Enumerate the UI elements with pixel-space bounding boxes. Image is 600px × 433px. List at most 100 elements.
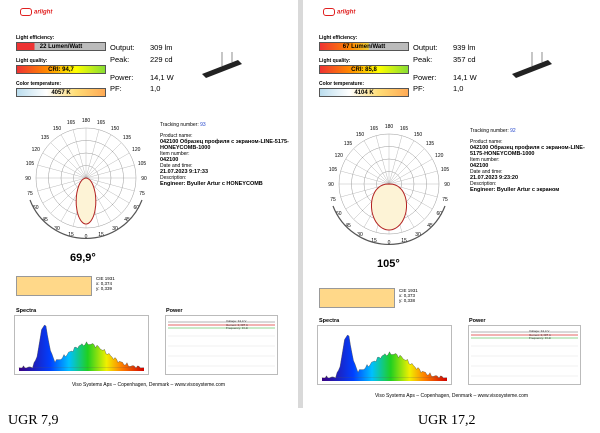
brand-logo: arlight: [323, 8, 355, 16]
efficiency-bar: 22 Lumen/Watt: [16, 42, 106, 51]
polar-spoke: [388, 140, 415, 185]
product-label: Product name:: [160, 133, 193, 139]
item-label: Item number:: [470, 157, 500, 163]
polar-spoke: [42, 177, 87, 204]
tracking-row: Tracking number: 93: [160, 122, 206, 128]
polar-spoke: [85, 134, 112, 179]
description-value: Engineer: Byuller Artur с экраном: [470, 187, 560, 193]
polar-tick-label: 45: [124, 217, 130, 223]
polar-spoke: [375, 135, 390, 185]
cie-color-swatch: [319, 288, 395, 308]
cri-bar: CRI: 94,7: [16, 65, 106, 74]
cie-color-swatch: [16, 276, 92, 296]
polar-tick-label: 75: [139, 191, 145, 197]
polar-spoke: [72, 129, 87, 179]
polar-spoke: [388, 170, 438, 185]
item-value: 042100: [160, 157, 179, 163]
product-value: 042100 Образец профиля с экраном-LINE-51…: [160, 139, 289, 151]
polar-tick-label: 120: [335, 153, 344, 159]
polar-spoke: [85, 177, 135, 192]
polar-tick-label: 105: [441, 167, 450, 173]
polar-tick-label: 135: [123, 135, 132, 141]
polar-spoke: [363, 140, 390, 185]
caption-right: UGR 17,2: [418, 413, 476, 428]
polar-tick-label: 60: [133, 205, 139, 211]
report-meta: Tracking number: 92 Product name: 042100…: [470, 128, 598, 193]
spectra-chart: [321, 334, 448, 381]
pf-row: PF: 1,0: [110, 84, 161, 93]
report-meta: Tracking number: 93 Product name: 042100…: [160, 122, 292, 187]
spectra-title: Spectra: [319, 318, 340, 324]
brand-logo: arlight: [20, 8, 52, 16]
description-value: Engineer: Byuller Artur с HONEYCOMB: [160, 181, 263, 187]
polar-tick-label: 60: [33, 205, 39, 211]
polar-tick-label: 90: [328, 182, 334, 188]
polar-tick-label: 180: [82, 118, 91, 124]
polar-tick-label: 30: [54, 226, 60, 232]
spectrum-area: [18, 324, 145, 369]
item-label: Item number:: [160, 151, 190, 157]
light-distribution-curve: [75, 177, 97, 225]
polar-spoke: [37, 177, 87, 192]
polar-tick-label: 180: [385, 124, 394, 130]
polar-tick-label: 75: [330, 197, 336, 203]
polar-tick-label: 120: [435, 153, 444, 159]
description-label: Description:: [160, 175, 187, 181]
beam-angle: 69,9°: [70, 252, 96, 264]
polar-tick-label: 165: [370, 126, 379, 132]
polar-tick-label: 150: [53, 126, 62, 132]
polar-tick-label: 165: [400, 126, 409, 132]
light-efficiency-label: Light efficiency:: [16, 35, 55, 41]
polar-tick-label: 30: [112, 226, 118, 232]
cie-coordinates: CIE 1931 x: 0,374 y: 0,339: [96, 276, 115, 291]
polar-tick-label: 90: [25, 176, 31, 182]
product-value: 042100 Образец профиля с экраном-LINE-51…: [470, 145, 585, 157]
spectrum-area: [321, 334, 448, 379]
color-temperature-label: Color temperature:: [319, 81, 365, 87]
polar-tick-label: 60: [336, 211, 342, 217]
caption-strip: [0, 408, 600, 433]
efficiency-bar: 67 Lumen/Watt: [319, 42, 409, 51]
polar-tick-label: 105: [26, 161, 35, 167]
polar-tick-label: 150: [414, 132, 423, 138]
light-quality-label: Light quality:: [16, 58, 48, 64]
output-row: Output: 939 lm: [413, 43, 476, 52]
polar-spoke: [37, 164, 87, 179]
datetime-value: 21.07.2023 9:17:33: [160, 169, 209, 175]
polar-spoke: [42, 152, 87, 179]
light-efficiency-label: Light efficiency:: [319, 35, 358, 41]
polar-spoke: [85, 164, 135, 179]
light-distribution-curve: [371, 183, 407, 231]
polar-spoke: [340, 170, 390, 185]
polar-tick-label: 30: [415, 232, 421, 238]
logo-mark-icon: [323, 8, 335, 16]
polar-spoke: [353, 148, 390, 185]
polar-spoke: [85, 152, 130, 179]
polar-tick-label: 75: [27, 191, 33, 197]
light-quality-label: Light quality:: [319, 58, 351, 64]
power-panel: Voltage: 34,4 V Current: 0,407 A Frequen…: [165, 315, 278, 375]
polar-spoke: [388, 135, 403, 185]
luminaire-icon: [512, 52, 552, 78]
report-footer: Viso Systems Aps – Copenhagen, Denmark –…: [71, 382, 226, 388]
report-sheet-right: arlight Light efficiency: 67 Lumen/Watt …: [303, 0, 600, 408]
polar-tick-label: 135: [344, 141, 353, 147]
power-chart: [471, 331, 578, 377]
color-temperature-label: Color temperature:: [16, 81, 62, 87]
datetime-label: Date and time:: [160, 163, 193, 169]
polar-tick-label: 15: [401, 238, 407, 244]
power-legend: Voltage: 34,4 V Current: 0,407 A Frequen…: [529, 329, 552, 340]
polar-tick-label: 15: [98, 232, 104, 238]
polar-base-arc: [332, 205, 446, 245]
power-row: Power: 14,1 W: [413, 73, 477, 82]
power-chart-title: Power: [469, 318, 486, 324]
power-row: Power: 14,1 W: [110, 73, 174, 82]
polar-spoke: [388, 148, 425, 185]
polar-spoke: [388, 158, 433, 185]
cri-bar: CRI: 85,8: [319, 65, 409, 74]
item-value: 042100: [470, 163, 489, 169]
spectra-chart: [18, 324, 145, 371]
logo-mark-icon: [20, 8, 32, 16]
